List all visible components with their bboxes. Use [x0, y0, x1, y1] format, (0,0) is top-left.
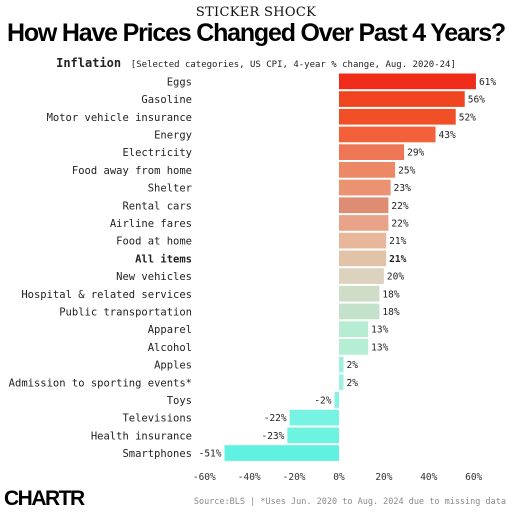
category-label: Hospital & related services [21, 289, 192, 301]
source-note: Source:BLS | *Uses Jun. 2020 to Aug. 202… [193, 497, 506, 507]
category-label: Eggs [167, 76, 192, 88]
x-tick-label: 20% [375, 472, 392, 483]
value-label: 13% [371, 342, 388, 353]
bar [289, 409, 339, 426]
bar [339, 162, 396, 178]
category-label: Gasoline [141, 94, 192, 106]
bar [339, 144, 405, 160]
category-label: Motor vehicle insurance [47, 112, 192, 124]
value-label: 18% [382, 307, 399, 318]
bar [287, 427, 339, 444]
bar [339, 215, 389, 231]
x-tick-label: -60% [193, 472, 216, 483]
value-label: 61% [479, 77, 496, 88]
category-label: Airline fares [110, 218, 192, 230]
category-label: Apparel [148, 324, 192, 336]
value-label: -2% [314, 395, 331, 406]
bar [339, 339, 369, 355]
subtitle-main: Inflation [56, 56, 122, 70]
category-label: Televisions [122, 413, 192, 425]
value-label: 23% [394, 183, 411, 194]
category-label: New vehicles [116, 271, 192, 283]
bar [339, 232, 387, 249]
value-label: 13% [371, 325, 388, 336]
x-tick-label: -40% [238, 472, 261, 483]
bar [339, 268, 384, 284]
category-label: Food away from home [72, 165, 192, 177]
bar [339, 73, 476, 90]
category-label: Smartphones [122, 448, 192, 460]
category-label: Alcohol [148, 342, 192, 354]
value-label: 18% [382, 289, 399, 300]
bar [339, 197, 389, 214]
bar [339, 321, 369, 337]
bar [339, 303, 380, 320]
value-label: -22% [264, 413, 287, 424]
bar [224, 445, 339, 461]
chartr-logo: CHARTR [4, 487, 85, 510]
bar [339, 108, 456, 125]
x-tick-label: 60% [465, 472, 482, 483]
bar [339, 356, 344, 373]
value-label: 52% [459, 112, 476, 123]
chart-kicker: STICKER SHOCK [195, 5, 317, 20]
category-label: Food at home [116, 236, 192, 248]
category-label: Toys [167, 395, 192, 407]
category-label: Shelter [148, 183, 192, 195]
x-tick-label: 40% [420, 472, 437, 483]
category-label: Apples [154, 360, 192, 372]
value-label: 43% [439, 130, 456, 141]
category-label: Public transportation [59, 306, 192, 318]
bar [339, 374, 344, 391]
subtitle-note: [Selected categories, US CPI, 4-year % c… [130, 60, 456, 70]
category-label: Electricity [122, 147, 192, 159]
value-label: 21% [389, 236, 406, 247]
category-label: Energy [154, 129, 192, 141]
chart-title: How Have Prices Changed Over Past 4 Year… [6, 19, 506, 47]
value-label: -23% [261, 431, 284, 442]
bar [339, 179, 391, 196]
value-label: 2% [346, 360, 358, 371]
category-label: Rental cars [122, 200, 192, 212]
value-label: 22% [391, 201, 408, 212]
x-tick-label: 0% [333, 472, 345, 483]
value-label: 20% [387, 272, 404, 283]
category-label: Health insurance [91, 430, 192, 442]
value-label: -51% [199, 449, 222, 460]
chart-subtitle: Inflation [Selected categories, US CPI, … [0, 52, 512, 71]
bar [334, 392, 339, 408]
bar [339, 250, 387, 267]
x-tick-label: -20% [283, 472, 306, 483]
value-label: 25% [398, 165, 415, 176]
value-label: 56% [468, 95, 485, 106]
value-label: 29% [407, 148, 424, 159]
bar [339, 91, 465, 107]
category-label: All items [135, 253, 192, 265]
value-label: 21% [389, 254, 406, 265]
bar [339, 285, 380, 302]
category-label: Admission to sporting events* [9, 377, 192, 389]
bar [339, 126, 436, 143]
value-label: 22% [391, 218, 408, 229]
value-label: 2% [346, 378, 358, 389]
